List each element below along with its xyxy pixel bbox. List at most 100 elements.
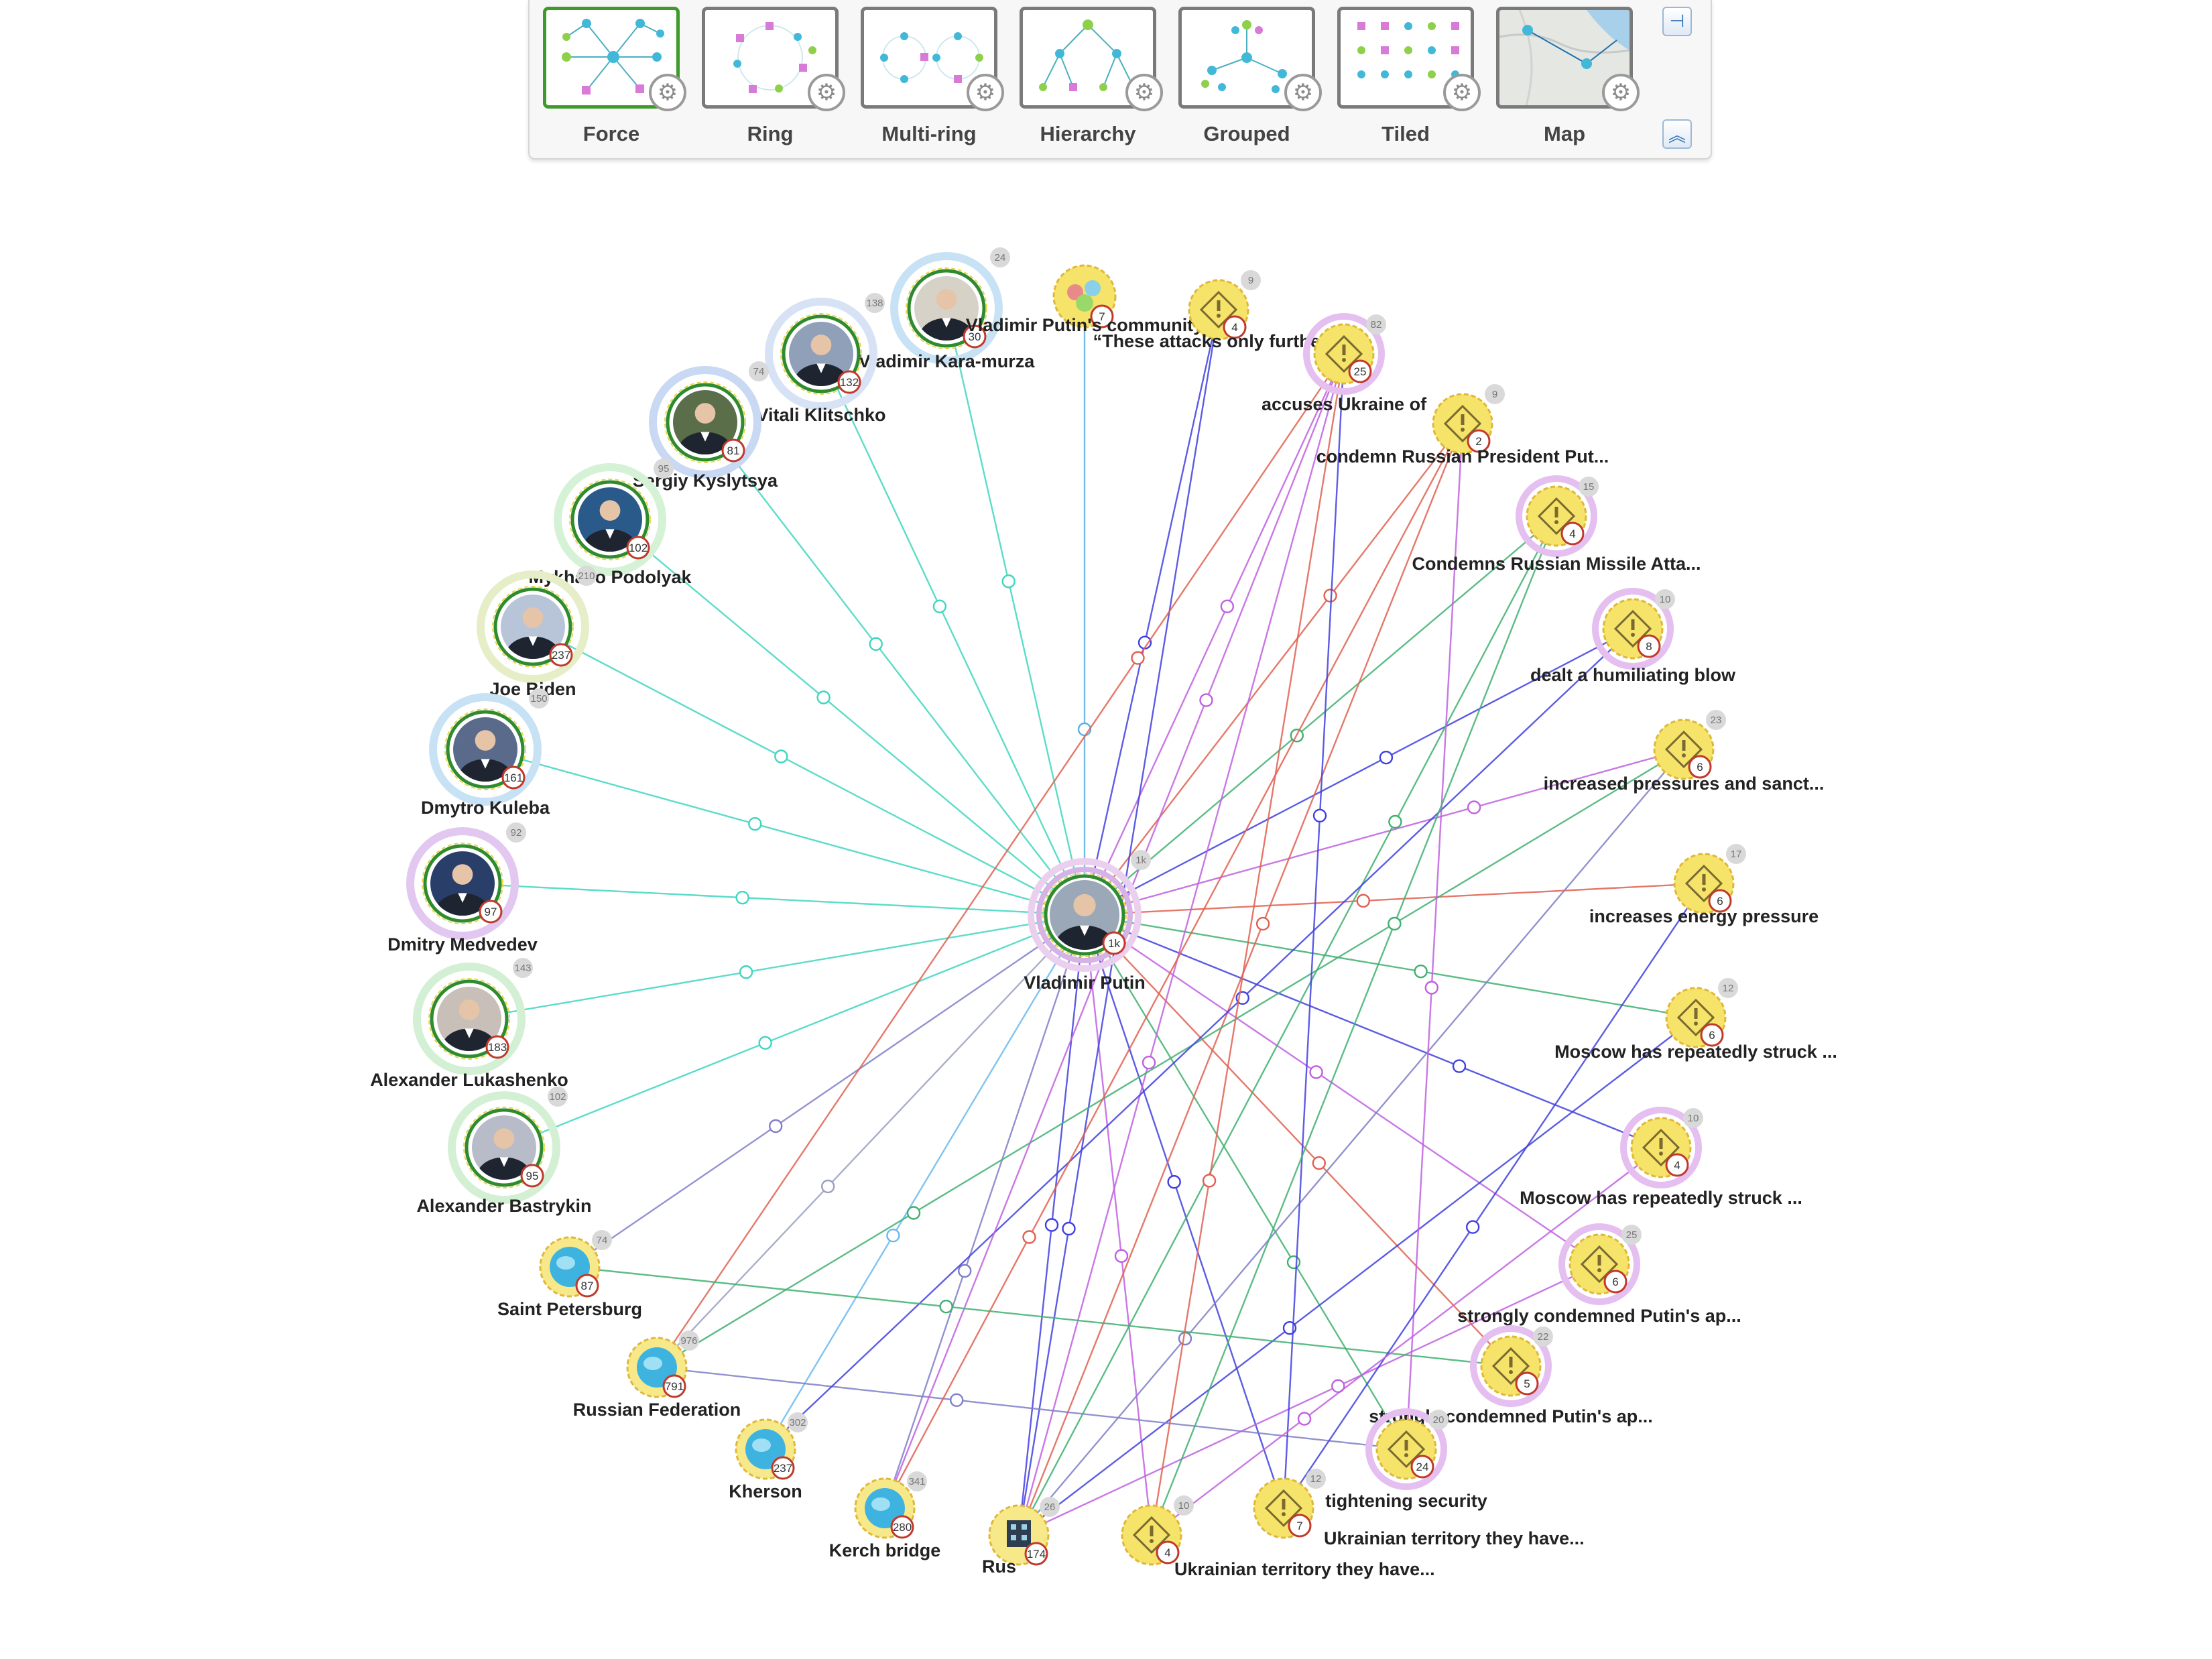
link-entity-event[interactable] bbox=[569, 1266, 1512, 1367]
link-entity-event[interactable] bbox=[765, 628, 1634, 1450]
link-hub-event[interactable] bbox=[1084, 914, 1512, 1367]
link-hub-person[interactable] bbox=[704, 422, 1085, 916]
link-hub-location[interactable] bbox=[764, 914, 1086, 1450]
layout-force-button[interactable]: ⚙ Force bbox=[543, 7, 686, 156]
link-hub-person[interactable] bbox=[532, 625, 1085, 916]
link-hub-event[interactable] bbox=[1084, 423, 1463, 916]
link-marker[interactable] bbox=[1022, 1230, 1036, 1244]
collapse-toolbar-button[interactable]: ︽ bbox=[1662, 119, 1692, 149]
link-hub-location[interactable] bbox=[656, 914, 1085, 1368]
pin-toolbar-button[interactable]: ⊣ bbox=[1662, 7, 1692, 36]
node-event[interactable]: 5 22 bbox=[1470, 1325, 1553, 1407]
link-marker[interactable] bbox=[1142, 1055, 1156, 1070]
node-event[interactable]: 6 25 bbox=[1558, 1223, 1642, 1305]
link-marker[interactable] bbox=[1331, 1379, 1345, 1394]
link-marker[interactable] bbox=[1452, 1059, 1467, 1073]
link-hub-event[interactable] bbox=[1084, 914, 1697, 1019]
node-event[interactable]: 4 10 bbox=[1121, 1495, 1194, 1566]
link-marker[interactable] bbox=[1062, 1221, 1076, 1236]
link-marker[interactable] bbox=[774, 749, 788, 763]
link-marker[interactable] bbox=[1001, 574, 1016, 589]
link-marker[interactable] bbox=[949, 1393, 964, 1408]
link-marker[interactable] bbox=[1178, 1331, 1192, 1346]
link-marker[interactable] bbox=[1199, 693, 1213, 707]
link-marker[interactable] bbox=[1131, 651, 1145, 665]
link-marker[interactable] bbox=[1465, 1220, 1480, 1234]
link-entity-event[interactable] bbox=[1018, 1263, 1600, 1536]
link-hub-person[interactable] bbox=[503, 914, 1085, 1149]
link-marker[interactable] bbox=[886, 1228, 900, 1243]
link-entity-event[interactable] bbox=[1018, 749, 1684, 1536]
link-event-event[interactable] bbox=[1150, 515, 1558, 1536]
link-marker[interactable] bbox=[735, 890, 749, 905]
node-event[interactable]: 6 12 bbox=[1665, 978, 1738, 1048]
link-marker[interactable] bbox=[1114, 1249, 1129, 1263]
link-marker[interactable] bbox=[1388, 916, 1402, 931]
layout-settings-gear-icon[interactable]: ⚙ bbox=[808, 74, 845, 111]
link-marker[interactable] bbox=[1044, 1218, 1059, 1232]
link-entity-event[interactable] bbox=[656, 748, 1684, 1369]
link-marker[interactable] bbox=[748, 816, 762, 831]
link-hub-event[interactable] bbox=[1084, 748, 1684, 916]
node-event[interactable]: 25 82 bbox=[1303, 313, 1386, 395]
link-marker[interactable] bbox=[1467, 800, 1481, 814]
node-person[interactable]: 132 138 bbox=[765, 293, 885, 410]
link-event-event[interactable] bbox=[1405, 423, 1464, 1450]
node-person[interactable]: 183 143 bbox=[413, 958, 533, 1075]
link-entity-event[interactable] bbox=[883, 423, 1464, 1509]
node-event[interactable]: 24 20 bbox=[1365, 1408, 1449, 1490]
link-hub-event[interactable] bbox=[1083, 914, 1408, 1450]
node-person[interactable]: 161 150 bbox=[429, 688, 549, 806]
link-marker[interactable] bbox=[1424, 981, 1439, 995]
link-marker[interactable] bbox=[1356, 894, 1371, 908]
node-person[interactable]: 30 24 bbox=[890, 247, 1010, 365]
link-marker[interactable] bbox=[906, 1206, 921, 1220]
link-entity-event[interactable] bbox=[1018, 423, 1464, 1536]
link-marker[interactable] bbox=[1379, 750, 1394, 765]
link-marker[interactable] bbox=[1220, 599, 1235, 613]
link-marker[interactable] bbox=[1167, 1175, 1181, 1189]
node-location[interactable]: 237 302 bbox=[735, 1412, 808, 1480]
layout-settings-gear-icon[interactable]: ⚙ bbox=[649, 74, 686, 111]
node-event[interactable]: 29 bbox=[1432, 384, 1505, 454]
link-hub-person[interactable] bbox=[945, 308, 1086, 916]
link-event-event[interactable] bbox=[1282, 353, 1345, 1509]
node-person[interactable]: 102 95 bbox=[554, 458, 674, 576]
link-entity-event[interactable] bbox=[1018, 515, 1558, 1536]
link-hub-event[interactable] bbox=[1083, 309, 1220, 916]
node-event[interactable]: 7 12 bbox=[1253, 1469, 1326, 1539]
layout-settings-gear-icon[interactable]: ⚙ bbox=[1284, 74, 1322, 111]
layout-ring-button[interactable]: ⚙ Ring bbox=[702, 7, 845, 156]
link-marker[interactable] bbox=[739, 965, 753, 979]
link-marker[interactable] bbox=[1297, 1412, 1312, 1426]
node-event[interactable]: 49 bbox=[1188, 270, 1261, 341]
link-hub-event[interactable] bbox=[1083, 914, 1285, 1509]
link-marker[interactable] bbox=[1202, 1174, 1217, 1188]
link-entity-event[interactable] bbox=[1018, 353, 1345, 1536]
link-marker[interactable] bbox=[1388, 814, 1402, 829]
link-hub-event[interactable] bbox=[1084, 882, 1705, 916]
link-marker[interactable] bbox=[1323, 589, 1337, 603]
layout-grouped-button[interactable]: ⚙ Grouped bbox=[1178, 7, 1322, 156]
link-hub-event[interactable] bbox=[1084, 515, 1557, 916]
link-marker[interactable] bbox=[820, 1179, 835, 1194]
link-event-event[interactable] bbox=[1150, 353, 1345, 1536]
link-entity-event[interactable] bbox=[656, 353, 1345, 1368]
link-marker[interactable] bbox=[932, 599, 947, 613]
link-hub-person[interactable] bbox=[485, 748, 1085, 916]
link-marker[interactable] bbox=[939, 1299, 953, 1314]
link-marker[interactable] bbox=[816, 690, 831, 704]
node-person[interactable]: 237 210 bbox=[477, 566, 597, 683]
link-marker[interactable] bbox=[1414, 964, 1428, 979]
node-location[interactable]: 87 74 bbox=[539, 1230, 612, 1298]
link-marker[interactable] bbox=[1309, 1065, 1323, 1079]
link-hub-event[interactable] bbox=[1083, 914, 1153, 1536]
node-community[interactable]: 7 bbox=[1052, 264, 1117, 328]
node-event[interactable]: 6 17 bbox=[1673, 844, 1746, 914]
link-hub-event[interactable] bbox=[1083, 353, 1345, 916]
link-event-event[interactable] bbox=[1151, 1147, 1662, 1536]
link-hub-event[interactable] bbox=[1084, 914, 1600, 1265]
link-hub-location[interactable] bbox=[569, 914, 1085, 1268]
link-hub-person[interactable] bbox=[820, 353, 1086, 916]
